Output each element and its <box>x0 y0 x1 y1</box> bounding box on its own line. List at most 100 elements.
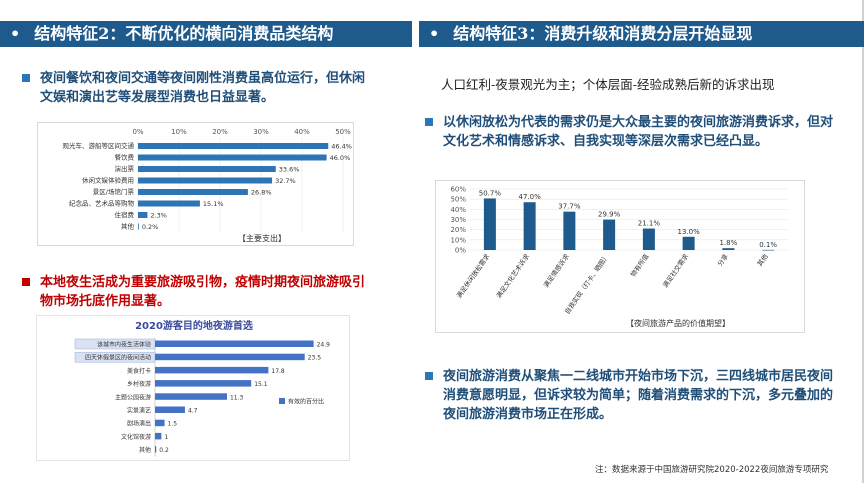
x-tick-label: 0% <box>132 128 143 136</box>
right-section-header: • 结构特征3：消费升级和消费分层开始显现 <box>419 21 864 47</box>
bar <box>762 249 775 251</box>
bar <box>155 340 314 347</box>
value-label: 37.7% <box>558 203 581 211</box>
right-header-title: 结构特征3：消费升级和消费分层开始显现 <box>453 24 753 43</box>
value-label: 0.2 <box>159 447 169 454</box>
value-expectation-chart: 0% 10% 20% 30% 40% 50% 60% 50.7% 满足休闲放松需求 47.0% 满足… <box>450 186 788 328</box>
bar <box>138 143 329 149</box>
header-bullet: • <box>10 24 21 43</box>
category-label: 住宿费 <box>115 210 135 219</box>
x-tick-label: 50% <box>335 128 351 136</box>
category-label: 该城市内夜生活体验 <box>97 341 151 349</box>
value-label: 23.5 <box>308 355 322 362</box>
y-tick-label: 30% <box>450 216 466 224</box>
value-label: 50.7% <box>479 189 502 197</box>
category-label: 观光车、游船等区间交通 <box>63 141 135 150</box>
night-tour-chart-box: 2020游客目的地夜游首选该城市内夜生活体验 24.9 四天休假景区的夜间活动 23.… <box>36 315 350 461</box>
bar <box>155 406 185 413</box>
right-point-1: 以休闲放松为代表的需求仍是大众最主要的夜间旅游消费诉求，但对文化艺术和情感诉求、… <box>425 113 845 151</box>
category-label: 其他 <box>139 446 151 454</box>
category-label: 物有所值 <box>628 252 651 279</box>
x-tick-label: 30% <box>253 128 269 136</box>
bar <box>155 432 162 440</box>
category-label: 演出票 <box>115 164 135 173</box>
y-tick-label: 60% <box>450 186 466 194</box>
category-label: 景区/场馆门票 <box>93 187 135 196</box>
value-label: 0.1% <box>759 241 777 249</box>
left-point-2-text: 本地夜生活成为重要旅游吸引物，疫情时期夜间旅游吸引物市场托底作用显著。 <box>40 275 366 309</box>
category-label: 满足文化艺术诉求 <box>494 252 531 300</box>
x-tick-label: 20% <box>212 128 228 136</box>
bar <box>563 211 576 250</box>
x-tick-label: 10% <box>171 128 187 136</box>
category-label: 餐饮费 <box>115 153 135 162</box>
legend-swatch <box>279 398 285 404</box>
bar <box>155 366 269 374</box>
value-label: 26.8% <box>251 189 272 197</box>
bar <box>483 198 496 250</box>
right-tagline: 人口红利-夜景观光为主；个体层面-经验成熟后新的诉求出现 <box>441 77 775 92</box>
y-tick-label: 10% <box>450 236 466 244</box>
left-point-2: 本地夜生活成为重要旅游吸引物，疫情时期夜间旅游吸引物市场托底作用显著。 <box>22 273 372 311</box>
value-label: 32.7% <box>275 177 296 185</box>
category-label: 自我实现（打卡、晒图） <box>562 252 610 316</box>
category-label: 美食打卡 <box>127 367 151 375</box>
value-label: 1.8% <box>719 239 737 247</box>
value-label: 1 <box>164 434 168 441</box>
right-point-2-text: 夜间旅游消费从聚焦一二线城市开始市场下沉，三四线城市居民夜间消费意愿明显，但诉求… <box>443 369 834 422</box>
x-tick-label: 40% <box>294 128 310 136</box>
category-label: 满足社交需求 <box>661 252 691 290</box>
category-label: 其他 <box>121 222 135 231</box>
y-tick-label: 0% <box>455 247 466 255</box>
value-label: 24.9 <box>317 342 331 349</box>
bar <box>682 236 695 250</box>
value-label: 4.7 <box>188 408 198 415</box>
value-label: 46.0% <box>330 154 351 162</box>
right-point-2: 夜间旅游消费从聚焦一二线城市开始市场下沉，三四线城市居民夜间消费意愿明显，但诉求… <box>425 367 835 424</box>
category-label: 休闲文娱体验费用 <box>82 176 134 185</box>
expense-chart: 0% 10% 20% 30% 40% 50% 观光车、游船等区间交通 46.4% 餐饮费 46.0… <box>63 128 352 243</box>
category-label: 文化馆夜游 <box>121 433 151 441</box>
bar <box>642 228 655 250</box>
left-point-1: 夜间餐饮和夜间交通等夜间刚性消费虽高位运行，但休闲文娱和演出艺等发展型消费也日益… <box>22 69 372 107</box>
bar <box>155 380 252 387</box>
bar <box>138 166 276 172</box>
value-label: 1.5 <box>168 421 178 428</box>
left-section-header: • 结构特征2：不断优化的横向消费品类结构 <box>0 21 412 47</box>
category-label: 四天休假景区的夜间活动 <box>85 354 151 362</box>
chart-caption: 【夜间旅游产品的价值期望】 <box>626 318 730 328</box>
bar <box>523 202 536 250</box>
category-label: 其他 <box>755 252 770 268</box>
bar <box>155 446 157 453</box>
header-bullet: • <box>429 24 440 43</box>
category-label: 分享 <box>715 252 730 268</box>
left-header-title: 结构特征2：不断优化的横向消费品类结构 <box>34 24 334 43</box>
value-label: 13.0% <box>678 228 701 236</box>
bar <box>603 219 616 250</box>
y-tick-label: 40% <box>450 206 466 214</box>
y-tick-label: 50% <box>450 196 466 204</box>
category-label: 主题公园夜游 <box>115 393 151 401</box>
chart-caption: 【主要支出】 <box>238 233 286 243</box>
value-expectation-chart-box: 0% 10% 20% 30% 40% 50% 60% 50.7% 满足休闲放松需求 47.0% 满足… <box>435 180 805 333</box>
legend-label: 有效的百分比 <box>288 398 324 406</box>
bar <box>138 154 327 161</box>
bar <box>138 212 148 218</box>
bar <box>155 419 165 427</box>
square-bullet-icon <box>425 372 433 380</box>
bar <box>155 353 305 361</box>
bar <box>722 248 735 250</box>
bar <box>155 393 227 400</box>
square-bullet-icon <box>22 74 30 82</box>
value-label: 46.4% <box>331 143 352 151</box>
bar <box>138 177 273 184</box>
square-bullet-icon <box>425 118 433 126</box>
value-label: 47.0% <box>519 193 542 201</box>
category-label: 实景演艺 <box>127 407 151 415</box>
category-label: 乡村夜游 <box>127 380 151 388</box>
chart-title: 2020游客目的地夜游首选 <box>135 319 253 332</box>
category-label: 纪念品、艺术品等购物 <box>69 199 135 208</box>
value-label: 33.6% <box>279 166 300 174</box>
value-label: 29.9% <box>598 211 621 219</box>
right-frame-edge <box>862 0 864 483</box>
